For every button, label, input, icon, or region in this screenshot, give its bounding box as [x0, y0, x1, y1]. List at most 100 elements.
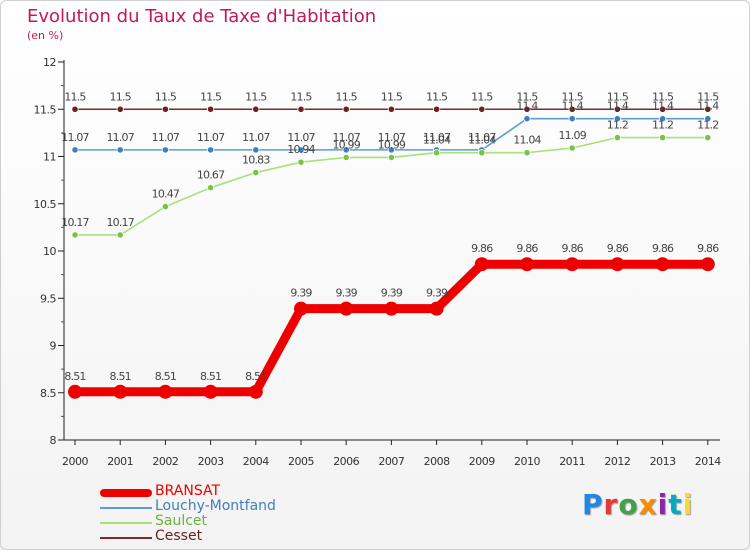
data-point	[432, 149, 441, 157]
data-point	[207, 184, 215, 192]
data-point	[116, 146, 124, 154]
x-tick-label: 2008	[424, 455, 450, 468]
data-point	[68, 384, 82, 399]
x-tick-label: 2006	[333, 455, 359, 468]
chart-title: Evolution du Taux de Taxe d'Habitation	[27, 6, 377, 27]
data-label: 9.86	[652, 242, 674, 255]
data-label: 9.86	[516, 242, 538, 255]
data-label: 9.39	[336, 287, 358, 300]
data-point	[384, 301, 399, 316]
data-label: 9.39	[381, 287, 403, 300]
data-point	[207, 146, 215, 154]
data-point	[297, 158, 305, 166]
logo-letter: i	[657, 488, 669, 521]
data-point	[252, 168, 260, 177]
data-point	[613, 115, 622, 123]
data-label: 11.07	[423, 131, 451, 144]
data-point	[700, 257, 715, 272]
data-label: 9.86	[562, 242, 584, 255]
data-label: 9.39	[290, 287, 312, 300]
logo-letter: x	[638, 488, 658, 521]
data-point	[568, 105, 576, 113]
data-label: 11.07	[378, 131, 406, 144]
logo-letter: i	[682, 488, 694, 521]
legend-swatch	[100, 522, 152, 524]
y-tick-label: 9	[50, 340, 57, 353]
data-point	[523, 105, 531, 113]
data-label: 11.5	[64, 90, 86, 103]
data-label: 11.5	[110, 90, 132, 103]
y-tick-label: 8.5	[40, 387, 56, 400]
data-label: 11.07	[61, 131, 89, 144]
data-point	[203, 384, 218, 399]
data-label: 11.4	[516, 100, 538, 113]
data-point	[520, 257, 534, 272]
y-tick-label: 9.5	[40, 292, 56, 305]
data-label: 11.5	[471, 90, 493, 103]
proxiti-logo[interactable]: Proxiti	[582, 488, 693, 521]
data-label: 11.2	[697, 119, 718, 132]
data-point	[474, 257, 489, 272]
data-point	[478, 105, 486, 113]
data-label: 11.5	[200, 90, 222, 103]
data-point	[523, 115, 531, 123]
data-point	[658, 105, 667, 113]
data-label: 11.5	[381, 90, 403, 103]
data-label: 11.4	[562, 100, 584, 113]
data-label: 11.5	[155, 90, 177, 103]
data-point	[613, 105, 622, 113]
data-label: 8.51	[155, 370, 176, 383]
x-tick-label: 2007	[378, 455, 404, 468]
data-point	[658, 134, 667, 142]
data-point	[116, 231, 124, 239]
data-label: 11.5	[516, 90, 538, 103]
logo-letter: o	[618, 488, 639, 521]
data-label: 11.5	[697, 90, 719, 103]
data-label: 10.94	[287, 143, 315, 156]
y-tick-label: 8	[50, 434, 57, 447]
data-label: 10.47	[152, 188, 180, 201]
logo-letter: r	[603, 488, 619, 521]
data-point	[342, 105, 350, 113]
legend-swatch	[100, 507, 152, 509]
data-point	[613, 134, 622, 142]
data-point	[161, 202, 169, 211]
data-label: 11.07	[242, 131, 270, 144]
data-label: 11.09	[558, 129, 586, 142]
data-label: 11.4	[652, 100, 674, 113]
data-point	[158, 384, 173, 399]
data-label: 11.4	[607, 100, 629, 113]
y-tick-label: 11	[43, 151, 56, 164]
data-label: 8.51	[110, 370, 131, 383]
data-point	[252, 146, 260, 154]
x-tick-label: 2011	[559, 455, 585, 468]
x-tick-label: 2003	[198, 455, 224, 468]
data-label: 8.51	[64, 370, 85, 383]
data-point	[116, 105, 124, 113]
data-label: 11.5	[562, 90, 584, 103]
data-label: 11.5	[426, 90, 448, 103]
data-point	[565, 257, 580, 272]
data-label: 10.67	[197, 169, 225, 182]
data-point	[339, 301, 354, 316]
x-tick-label: 2014	[695, 455, 721, 468]
x-tick-label: 2009	[469, 455, 495, 468]
y-tick-label: 11.5	[34, 103, 57, 116]
data-label: 11.5	[245, 90, 267, 103]
data-label: 9.86	[471, 242, 493, 255]
data-label: 9.39	[426, 287, 448, 300]
data-point	[610, 257, 625, 272]
data-label: 9.86	[607, 242, 629, 255]
data-point	[387, 105, 395, 113]
data-label: 11.07	[287, 131, 315, 144]
data-label: 11.07	[106, 131, 134, 144]
data-point	[523, 149, 531, 157]
legend-label: Louchy-Montfand	[155, 498, 276, 514]
x-tick-label: 2012	[604, 455, 630, 468]
data-point	[297, 105, 305, 113]
data-point	[655, 257, 670, 272]
data-point	[252, 105, 260, 113]
y-tick-label: 10.5	[34, 198, 57, 211]
x-tick-label: 2013	[650, 455, 676, 468]
